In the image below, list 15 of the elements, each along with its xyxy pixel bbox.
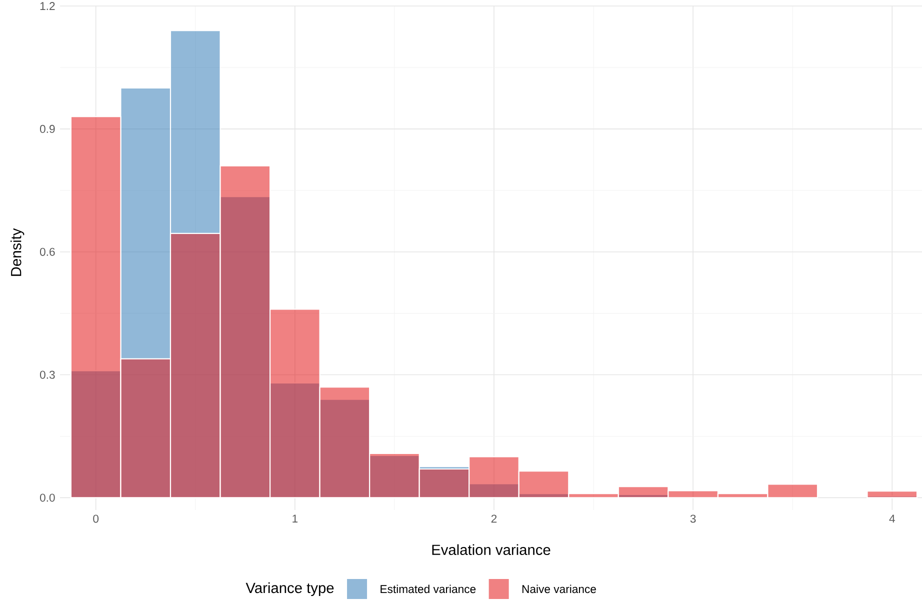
x-tick-label: 0	[93, 514, 99, 523]
y-tick-label: 0.6	[40, 248, 55, 256]
y-tick-label: 0.9	[40, 124, 55, 133]
legend-label: Estimated variance	[380, 584, 476, 594]
x-tick-label: 1	[292, 514, 298, 522]
legend-label: Naive variance	[522, 584, 596, 594]
legend-title: Variance type	[246, 582, 334, 596]
y-axis-title: Density	[10, 228, 24, 276]
y-tick-label: 1.2	[40, 2, 55, 10]
x-axis-title: Evalation variance	[432, 544, 550, 556]
x-tick-label: 3	[690, 514, 696, 523]
x-tick-label: 4	[889, 514, 895, 522]
y-tick-label: 0.0	[40, 494, 55, 502]
x-tick-label: 2	[491, 514, 497, 523]
y-tick-label: 0.3	[40, 370, 55, 379]
